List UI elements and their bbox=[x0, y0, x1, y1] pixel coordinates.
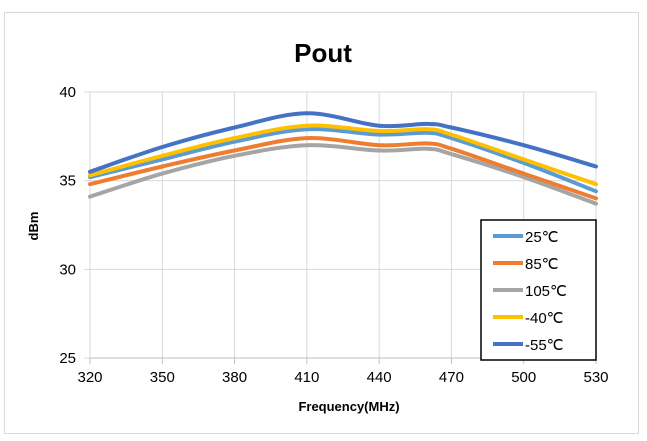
legend-label: -55℃ bbox=[525, 337, 564, 354]
y-tick-label: 40 bbox=[59, 84, 76, 101]
series-line-3 bbox=[88, 123, 598, 187]
y-axis-label: dBm bbox=[26, 212, 41, 241]
x-tick-label: 440 bbox=[367, 369, 392, 386]
x-tick-label: 320 bbox=[77, 369, 102, 386]
chart-title: Pout bbox=[294, 38, 352, 68]
y-tick-label: 35 bbox=[59, 173, 76, 190]
x-tick-label: 470 bbox=[439, 369, 464, 386]
series-line-1 bbox=[88, 136, 598, 201]
x-tick-label: 530 bbox=[583, 369, 608, 386]
y-tick-label: 25 bbox=[59, 350, 76, 367]
series-line-0 bbox=[88, 127, 598, 194]
axis-layer: 320 350 380 410 440 470 500 530 25 30 35 40 bbox=[59, 84, 608, 386]
x-tick-label: 500 bbox=[511, 369, 536, 386]
x-axis-label: Frequency(MHz) bbox=[298, 399, 399, 414]
legend-label: 85℃ bbox=[525, 256, 559, 273]
x-tick-label: 380 bbox=[222, 369, 247, 386]
x-tick-label: 350 bbox=[150, 369, 175, 386]
legend-label: 105℃ bbox=[525, 283, 567, 300]
x-tick-label: 410 bbox=[294, 369, 319, 386]
legend-label: 25℃ bbox=[525, 229, 559, 246]
series-line-4 bbox=[88, 111, 598, 174]
legend: 25℃ 85℃ 105℃ -40℃ -55℃ bbox=[480, 219, 597, 361]
legend-label: -40℃ bbox=[525, 310, 564, 327]
series-line-2 bbox=[88, 143, 598, 206]
y-tick-label: 30 bbox=[59, 261, 76, 278]
series-layer bbox=[88, 111, 598, 206]
